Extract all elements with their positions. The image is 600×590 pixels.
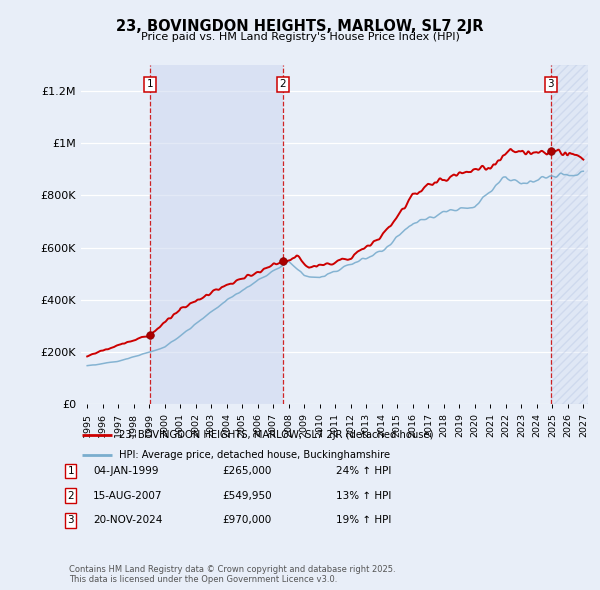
Text: 23, BOVINGDON HEIGHTS, MARLOW, SL7 2JR: 23, BOVINGDON HEIGHTS, MARLOW, SL7 2JR bbox=[116, 19, 484, 34]
Text: 2: 2 bbox=[280, 80, 286, 90]
Text: HPI: Average price, detached house, Buckinghamshire: HPI: Average price, detached house, Buck… bbox=[119, 450, 390, 460]
Text: 1: 1 bbox=[146, 80, 153, 90]
Bar bbox=[551, 65, 591, 404]
Bar bbox=[150, 65, 283, 404]
Bar bbox=[551, 65, 591, 404]
Text: Contains HM Land Registry data © Crown copyright and database right 2025.
This d: Contains HM Land Registry data © Crown c… bbox=[69, 565, 395, 584]
Text: 3: 3 bbox=[547, 80, 554, 90]
Text: £970,000: £970,000 bbox=[222, 516, 271, 525]
Text: 3: 3 bbox=[67, 516, 74, 525]
Text: 1: 1 bbox=[67, 466, 74, 476]
Text: 19% ↑ HPI: 19% ↑ HPI bbox=[336, 516, 391, 525]
Text: 2: 2 bbox=[67, 491, 74, 500]
Text: 23, BOVINGDON HEIGHTS, MARLOW, SL7 2JR (detached house): 23, BOVINGDON HEIGHTS, MARLOW, SL7 2JR (… bbox=[119, 430, 434, 440]
Text: £265,000: £265,000 bbox=[222, 466, 271, 476]
Text: 04-JAN-1999: 04-JAN-1999 bbox=[93, 466, 158, 476]
Text: Price paid vs. HM Land Registry's House Price Index (HPI): Price paid vs. HM Land Registry's House … bbox=[140, 32, 460, 42]
Text: 15-AUG-2007: 15-AUG-2007 bbox=[93, 491, 163, 500]
Text: 24% ↑ HPI: 24% ↑ HPI bbox=[336, 466, 391, 476]
Text: £549,950: £549,950 bbox=[222, 491, 272, 500]
Text: 13% ↑ HPI: 13% ↑ HPI bbox=[336, 491, 391, 500]
Text: 20-NOV-2024: 20-NOV-2024 bbox=[93, 516, 163, 525]
